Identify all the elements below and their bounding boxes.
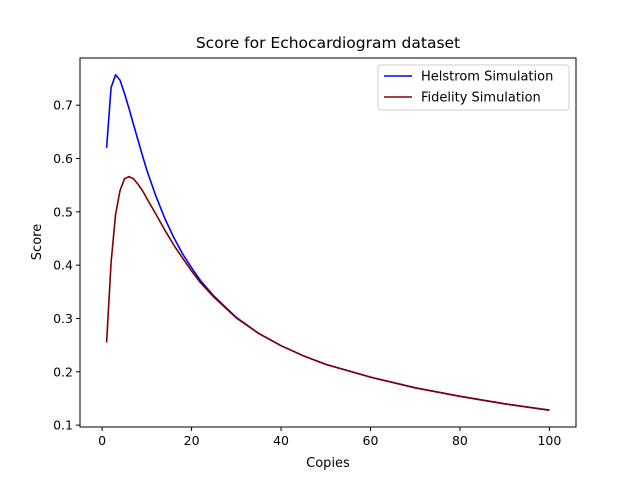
y-axis: 0.1 0.2 0.3 0.4 0.5 0.6 0.7 — [53, 98, 80, 433]
y-tick-label: 0.5 — [53, 204, 73, 219]
legend-box — [377, 64, 570, 111]
x-axis: 0 20 40 60 80 100 — [98, 427, 561, 448]
x-tick-label: 40 — [273, 433, 289, 448]
x-tick-label: 60 — [363, 433, 379, 448]
y-tick-label: 0.3 — [53, 311, 73, 326]
y-tick-label: 0.2 — [53, 364, 73, 379]
plot-area — [105, 74, 550, 411]
axes-frame — [79, 57, 577, 428]
x-tick-label: 20 — [184, 433, 200, 448]
x-axis-label: Copies — [306, 456, 350, 471]
legend: Helstrom Simulation Fidelity Simulation — [377, 64, 570, 111]
y-tick-label: 0.7 — [53, 98, 73, 113]
x-tick-label: 100 — [537, 433, 561, 448]
y-axis-label: Score — [30, 224, 45, 260]
y-tick-label: 0.6 — [53, 151, 73, 166]
y-tick-label: 0.4 — [53, 258, 73, 273]
series-line-fidelity — [105, 175, 550, 411]
x-tick-label: 0 — [98, 433, 106, 448]
y-tick-label: 0.1 — [53, 418, 73, 433]
x-tick-label: 80 — [452, 433, 468, 448]
legend-label: Fidelity Simulation — [421, 91, 541, 106]
chart-title: Score for Echocardiogram dataset — [196, 34, 460, 52]
legend-label: Helstrom Simulation — [421, 70, 553, 85]
